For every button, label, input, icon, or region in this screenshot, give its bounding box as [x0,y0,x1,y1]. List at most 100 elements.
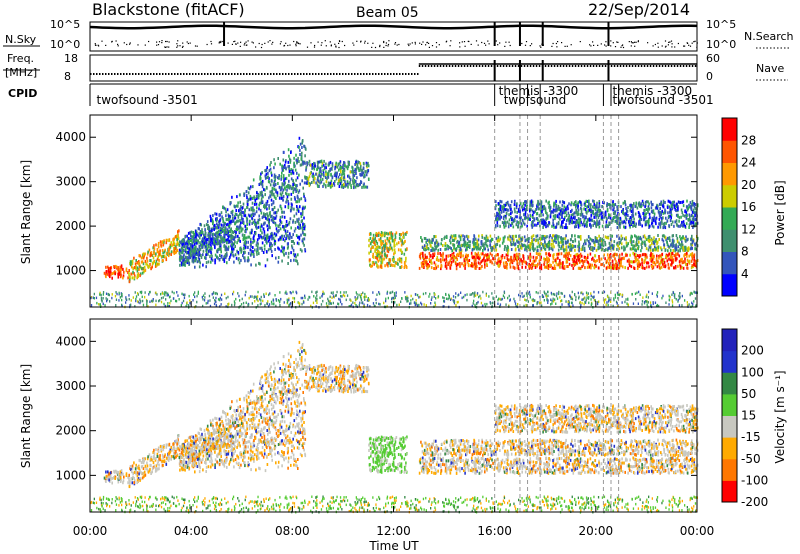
power-pixel [614,252,616,256]
power-pixel [680,243,682,247]
noise-search-dot [352,42,354,44]
power-pixel [567,254,569,258]
power-pixel [646,261,648,265]
power-pixel [683,214,686,218]
power-pixel [565,245,568,249]
power-pixel [420,261,423,265]
power-pixel [265,250,268,254]
power-pixel [227,222,229,226]
power-pixel [266,199,269,203]
cpid-entry: themis -3300 [612,84,692,98]
noise-search-dot [485,44,487,46]
power-pixel [224,253,227,257]
noise-search-dot [117,43,119,45]
power-pixel [234,212,237,216]
noise-search-dot [194,45,197,47]
power-pixel [397,258,399,262]
power-pixel [271,179,273,183]
power-pixel [291,244,293,248]
power-pixel [201,230,203,234]
power-pixel [577,255,580,258]
power-pixel [463,244,466,248]
power-pixel [186,239,189,243]
power-pixel [308,159,311,163]
power-pixel [537,205,539,209]
power-pixel [114,272,116,276]
power-pixel [230,220,232,224]
noise-search-dot [481,41,483,44]
power-pixel [651,216,654,220]
power-pixel [532,243,535,247]
power-pixel [240,212,242,216]
power-pixel [605,236,608,240]
power-pixel [503,248,506,251]
power-pixel [450,234,453,238]
power-pixel [497,257,500,261]
power-pixel [453,234,455,238]
power-pixel [299,182,301,186]
power-pixel [189,231,191,235]
power-pixel [161,259,164,262]
power-pixel [641,258,643,262]
power-pixel [212,237,215,241]
power-pixel [562,243,565,247]
power-pixel [437,248,439,252]
power-pixel [636,238,638,242]
power-pixel [225,248,228,252]
power-pixel [163,239,165,243]
power-pixel [509,238,511,242]
power-pixel [297,225,299,229]
power-pixel [143,254,145,258]
power-pixel [287,234,289,238]
power-pixel [184,234,187,238]
power-pixel [510,255,512,259]
power-pixel [674,254,677,258]
power-pixel [263,235,265,239]
power-pixel [347,185,349,189]
power-pixel [301,210,304,214]
power-pixel [386,236,389,240]
power-pixel [638,218,641,222]
power-pixel [281,171,283,175]
noise-search-dot [164,46,166,48]
power-pixel [103,271,106,275]
noise-search-dot [269,40,271,42]
power-pixel [287,251,290,255]
power-pixel [632,240,635,244]
power-pixel [138,254,141,258]
noise-search-dot [97,44,99,46]
power-pixel [257,242,259,246]
power-pixel [257,196,260,200]
power-pixel [480,240,482,244]
power-pixel [656,254,658,258]
power-pixel [261,185,264,189]
power-pixel [659,207,661,210]
noise-search-dot [394,43,396,45]
power-pixel [195,241,198,245]
power-pixel [633,221,636,225]
power-pixel [303,232,305,236]
noise-search-dot [428,42,430,44]
power-pixel [561,243,564,247]
power-pixel [520,216,522,220]
power-pixel [207,231,210,235]
power-pixel [659,254,662,258]
power-pixel [553,245,555,249]
noise-search-dot [233,41,235,43]
power-pixel [320,170,322,174]
power-pixel [234,240,236,244]
power-pixel [343,173,346,177]
power-pixel [547,257,550,261]
power-pixel [205,250,208,254]
power-pixel [681,242,683,246]
power-pixel [128,280,131,284]
power-pixel [423,237,426,240]
noise-search-dot [435,46,438,48]
power-pixel [568,202,570,206]
power-pixel [433,252,436,256]
power-pixel [159,240,162,244]
power-pixel [608,246,610,250]
noise-search-dot [251,41,253,43]
power-pixel [616,205,618,209]
power-pixel [391,232,394,236]
